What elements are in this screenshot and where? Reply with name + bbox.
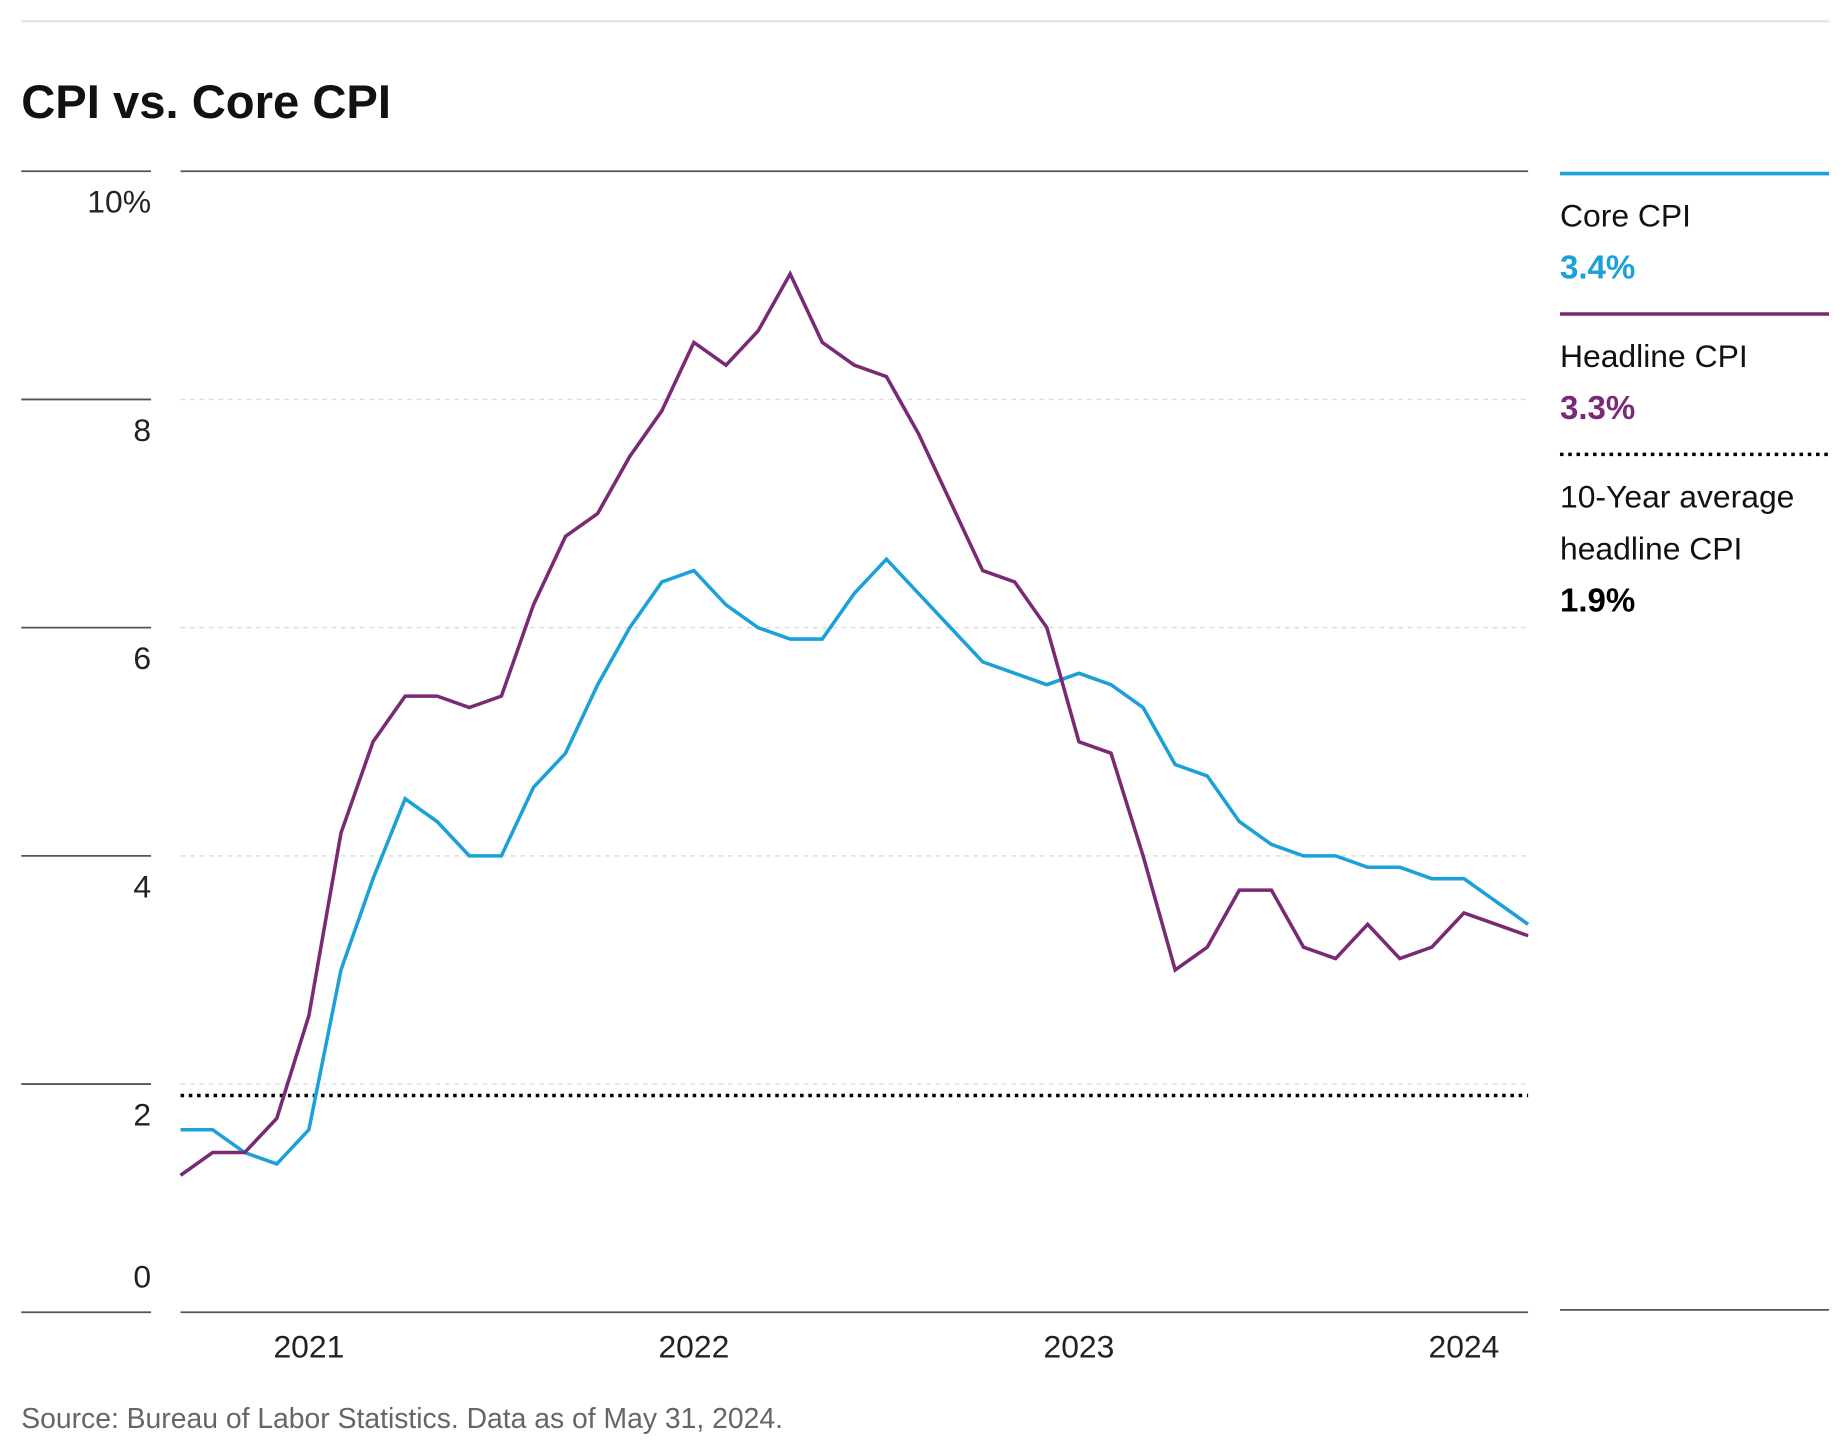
y-tick-label: 10% — [87, 184, 151, 220]
series-line — [180, 556, 1530, 1167]
y-tick-label: 2 — [133, 1097, 151, 1133]
y-tick-label: 8 — [133, 412, 151, 448]
x-tick-label: 2023 — [1043, 1328, 1114, 1364]
legend-item: Core CPI 3.4% — [1560, 190, 1820, 294]
legend-value: 3.3% — [1559, 389, 1636, 427]
legend-value: 1.9% — [1559, 581, 1636, 619]
legend-text: Headline CPI 3.3% — [1560, 331, 1820, 435]
x-tick-label: 2021 — [273, 1328, 344, 1364]
legend-label: 10-Year average headline CPI — [1559, 479, 1795, 567]
x-tick-label: 2024 — [1429, 1328, 1500, 1364]
source-note: Source: Bureau of Labor Statistics. Data… — [21, 1403, 783, 1435]
legend-value: 3.4% — [1559, 249, 1636, 286]
legend: Core CPI 3.4% Headline CPI 3.3% 10-Year aver… — [1560, 171, 1830, 627]
y-tick-label: 0 — [133, 1259, 151, 1295]
legend-item: Headline CPI 3.3% — [1560, 331, 1820, 435]
series-line — [179, 270, 1529, 1177]
legend-text: 10-Year average headline CPI 1.9% — [1560, 471, 1820, 627]
legend-label: Headline CPI — [1559, 338, 1748, 375]
y-tick-label: 4 — [133, 868, 151, 904]
legend-label: Core CPI — [1559, 198, 1692, 234]
y-tick-label: 6 — [133, 640, 151, 676]
legend-item: 10-Year average headline CPI 1.9% — [1560, 471, 1820, 627]
x-tick-label: 2022 — [658, 1328, 729, 1364]
legend-text: Core CPI 3.4% — [1560, 190, 1820, 294]
chart-title: CPI vs. Core CPI — [21, 76, 391, 129]
